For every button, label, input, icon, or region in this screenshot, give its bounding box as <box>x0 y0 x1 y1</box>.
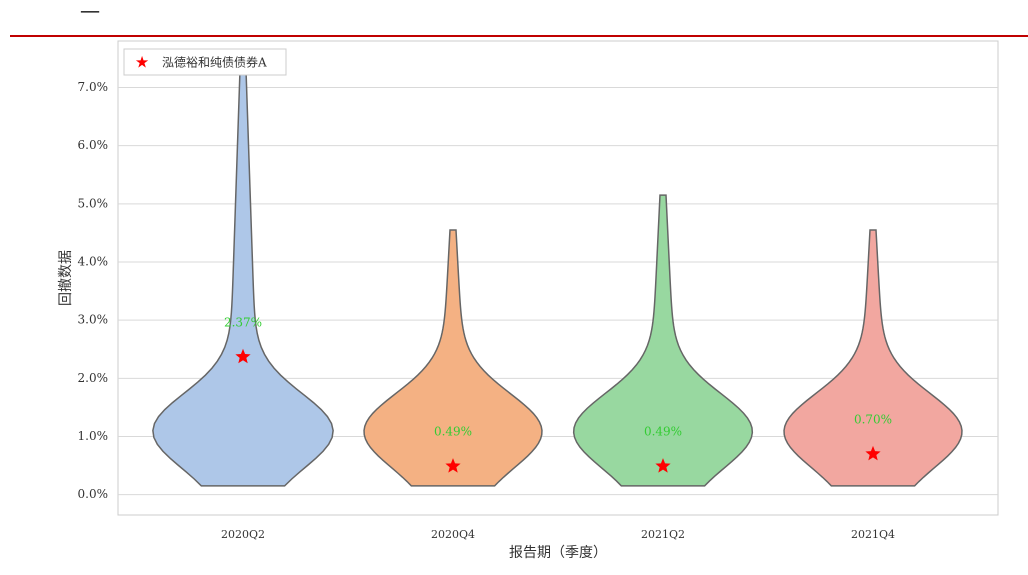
data-star <box>655 458 671 473</box>
value-label: 0.70% <box>854 412 892 426</box>
violin <box>572 194 754 487</box>
value-label: 0.49% <box>644 425 682 439</box>
data-star <box>865 445 881 461</box>
value-label: 0.49% <box>434 425 472 439</box>
data-star <box>235 348 251 364</box>
violin <box>363 229 543 487</box>
y-tick-label: 6.0% <box>78 138 109 152</box>
y-tick-label: 3.0% <box>78 313 109 327</box>
x-axis-label: 报告期（季度） <box>509 545 607 561</box>
legend-label: 泓德裕和纯债债券A <box>162 55 267 70</box>
plot: 0.0% 1.0% 2.0% 3.0% 4.0% 5.0% 6.0% 7.0% 2020Q2 20… <box>78 48 998 541</box>
x-tick-label: 2020Q4 <box>431 528 475 541</box>
page-title: 一 <box>80 1 100 25</box>
violin <box>783 229 963 487</box>
legend: 泓德裕和纯债债券A <box>123 48 287 76</box>
value-label: 2.37% <box>224 315 262 329</box>
legend-box <box>123 48 287 76</box>
data-star <box>445 458 461 473</box>
y-tick-label: 2.0% <box>78 371 109 385</box>
x-tick-label: 2020Q2 <box>221 528 265 541</box>
y-tick-label: 1.0% <box>78 429 109 443</box>
x-tick-label: 2021Q4 <box>851 528 895 541</box>
y-tick-label: 0.0% <box>78 487 109 501</box>
x-tick-label: 2021Q2 <box>641 528 685 541</box>
y-tick-label: 4.0% <box>78 255 109 269</box>
legend-marker: ★ <box>135 53 149 72</box>
y-tick-label: 5.0% <box>78 196 109 210</box>
y-tick-label: 7.0% <box>78 80 109 94</box>
y-axis-label: 回撤数据 <box>58 250 74 306</box>
